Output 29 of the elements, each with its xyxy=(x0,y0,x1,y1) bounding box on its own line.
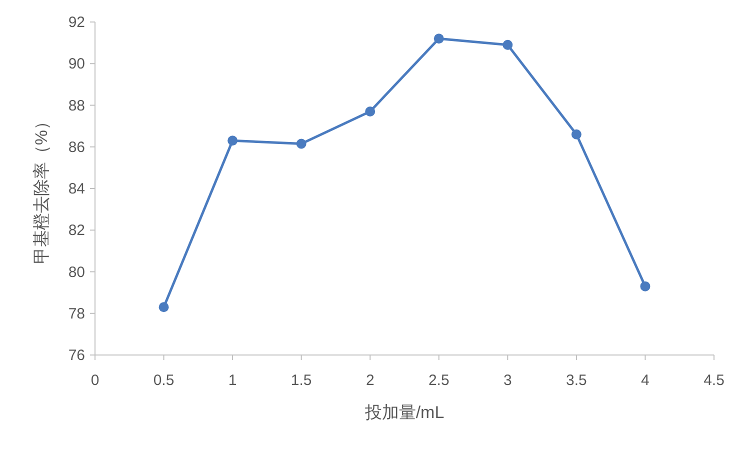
y-tick-label: 76 xyxy=(68,347,85,364)
x-tick-label: 0.5 xyxy=(153,372,174,389)
y-tick-label: 90 xyxy=(68,56,85,73)
point xyxy=(571,129,582,140)
x-tick-label: 3 xyxy=(503,372,512,389)
x-tick-label: 1.5 xyxy=(290,372,312,389)
x-tick-label: 2.5 xyxy=(428,372,450,389)
point xyxy=(365,106,376,116)
y-axis-title: 甲基橙去除率（%） xyxy=(32,112,51,264)
point xyxy=(640,281,650,292)
x-tick-label: 1 xyxy=(228,372,237,389)
y-tick-label: 80 xyxy=(68,264,85,281)
point xyxy=(434,34,444,44)
x-tick-label: 2 xyxy=(366,372,374,389)
y-tick-label: 78 xyxy=(68,305,85,322)
y-tick-label: 86 xyxy=(68,138,85,156)
y-tick-label: 92 xyxy=(68,14,85,31)
point xyxy=(158,302,169,312)
y-tick-label: 82 xyxy=(68,222,85,240)
x-tick-label: 3.5 xyxy=(566,372,587,389)
x-tick-label: 0 xyxy=(90,372,100,389)
point xyxy=(228,136,238,146)
x-tick-label: 4.5 xyxy=(704,372,724,389)
point xyxy=(502,40,513,50)
point xyxy=(296,138,306,149)
y-tick-label: 88 xyxy=(68,97,85,114)
y-tick-label: 84 xyxy=(68,180,85,198)
x-axis-title: 投加量/mL xyxy=(364,403,444,422)
x-tick-label: 4 xyxy=(641,372,650,389)
